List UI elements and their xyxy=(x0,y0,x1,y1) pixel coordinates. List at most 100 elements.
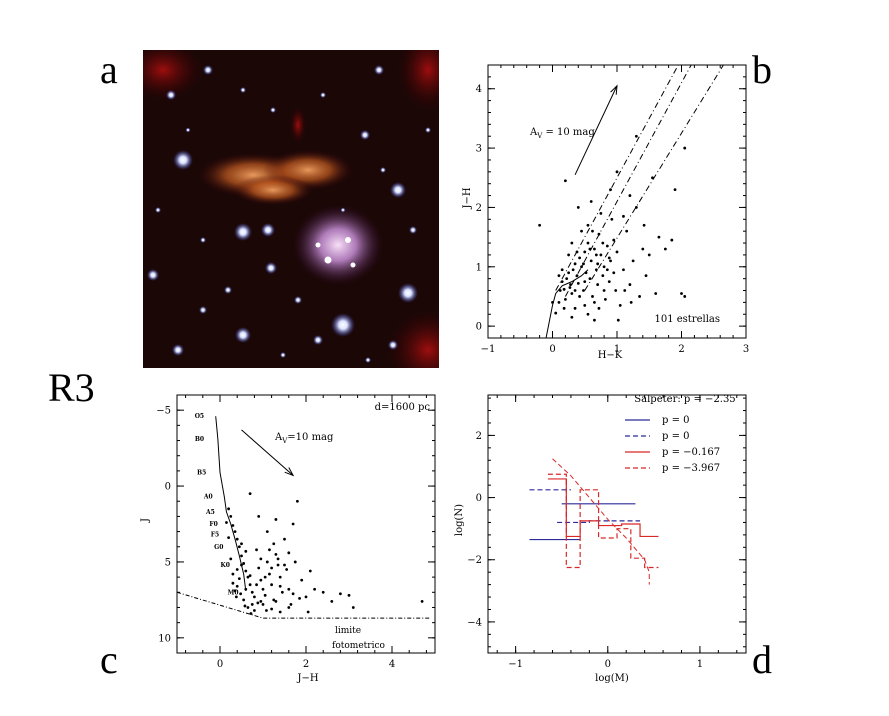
x-tick-label: 2 xyxy=(303,659,309,670)
x-tick-label: 4 xyxy=(389,659,395,670)
data-point xyxy=(242,562,246,565)
data-point xyxy=(560,280,564,284)
data-point xyxy=(589,259,593,263)
data-point xyxy=(257,566,261,570)
reddening-vector-head xyxy=(610,84,618,95)
data-point xyxy=(278,575,282,579)
data-point xyxy=(304,595,308,599)
mass-function-plot: −1 0 1 −4 −2 0 2 p = 0 p = 0 p = −0.167 p = −3.96… xyxy=(454,394,747,684)
data-point xyxy=(586,241,590,245)
data-point xyxy=(610,217,614,221)
data-point xyxy=(558,289,562,292)
data-point xyxy=(631,259,635,263)
data-point xyxy=(231,524,235,527)
reddening-vector-head xyxy=(284,467,295,477)
spectral-type-label: O5 xyxy=(195,413,204,420)
data-point xyxy=(276,557,280,561)
data-point xyxy=(248,492,252,496)
data-point xyxy=(300,578,304,582)
data-point xyxy=(285,568,289,571)
data-point xyxy=(582,289,585,292)
data-point xyxy=(263,575,267,579)
y-tick-label: 4 xyxy=(476,84,482,95)
data-point xyxy=(229,515,233,518)
reddening-band-line xyxy=(555,64,679,291)
data-point xyxy=(244,569,248,573)
data-point xyxy=(599,253,603,257)
data-point xyxy=(588,247,592,251)
data-point xyxy=(641,247,645,251)
data-point xyxy=(296,499,299,503)
data-point xyxy=(289,603,293,606)
data-point xyxy=(351,606,355,609)
data-point xyxy=(602,265,606,269)
data-point xyxy=(237,577,241,581)
main-sequence-curve xyxy=(545,269,589,339)
data-point xyxy=(256,601,260,605)
data-point xyxy=(583,303,587,307)
y-tick-label: 0 xyxy=(476,493,482,504)
data-point xyxy=(250,603,254,606)
y-tick-label: 2 xyxy=(476,203,482,214)
data-point xyxy=(591,295,594,298)
x-tick-label: 2 xyxy=(678,344,684,355)
data-point xyxy=(605,268,609,272)
x-axis-label: log(M) xyxy=(595,673,629,684)
y-tick-label: 0 xyxy=(476,322,482,333)
data-point xyxy=(227,507,230,511)
data-point xyxy=(557,300,561,304)
data-point xyxy=(291,592,295,596)
data-point xyxy=(240,542,243,546)
reddening-vector xyxy=(574,85,618,176)
spectral-type-label: M0 xyxy=(228,589,239,596)
data-point xyxy=(248,574,252,577)
data-point xyxy=(270,607,273,611)
data-point xyxy=(575,250,579,254)
data-point xyxy=(263,593,267,597)
data-point xyxy=(578,256,581,260)
data-point xyxy=(293,560,297,564)
photometric-limit-line xyxy=(176,591,431,619)
spectral-type-label: K0 xyxy=(221,562,230,569)
data-point xyxy=(265,530,269,533)
data-point xyxy=(231,572,235,576)
x-tick-label: 0 xyxy=(549,344,555,355)
reddening-annotation: AV = 10 mag xyxy=(529,127,595,140)
data-point xyxy=(622,214,625,218)
x-tick-label: 0 xyxy=(217,659,223,670)
data-point xyxy=(298,596,301,600)
data-point xyxy=(308,569,312,573)
spectral-type-label: B5 xyxy=(197,469,206,476)
data-point xyxy=(569,283,572,286)
y-tick-label: 10 xyxy=(158,633,171,644)
data-point xyxy=(599,211,603,215)
data-point xyxy=(615,250,619,254)
data-point xyxy=(268,572,271,576)
data-point xyxy=(554,311,558,315)
spectral-type-label: F5 xyxy=(211,532,219,539)
data-point xyxy=(657,235,661,239)
distance-label: d=1600 pc xyxy=(375,402,431,413)
data-point xyxy=(634,206,638,209)
data-point xyxy=(622,268,625,272)
data-point xyxy=(573,262,577,266)
data-point xyxy=(270,566,273,570)
color-color-diagram: −1 0 1 2 3 0 1 2 3 4 H−K J−H AV = 10 mag 101 estr… xyxy=(462,64,749,361)
panel-label-b: b xyxy=(752,47,772,92)
data-point xyxy=(261,603,265,606)
data-point xyxy=(567,253,571,257)
y-tick-label: −2 xyxy=(467,555,482,566)
data-point xyxy=(231,581,235,585)
data-point xyxy=(250,590,254,594)
data-point xyxy=(623,289,627,292)
x-tick-label: 0 xyxy=(605,659,611,670)
x-tick-label: −1 xyxy=(481,344,496,355)
legend-label: p = 0 xyxy=(662,431,690,442)
data-point xyxy=(629,300,633,304)
data-point xyxy=(596,283,600,286)
data-point xyxy=(278,610,282,614)
data-point xyxy=(616,318,620,322)
data-point xyxy=(638,295,641,298)
data-point xyxy=(628,283,632,286)
data-point xyxy=(580,229,583,233)
